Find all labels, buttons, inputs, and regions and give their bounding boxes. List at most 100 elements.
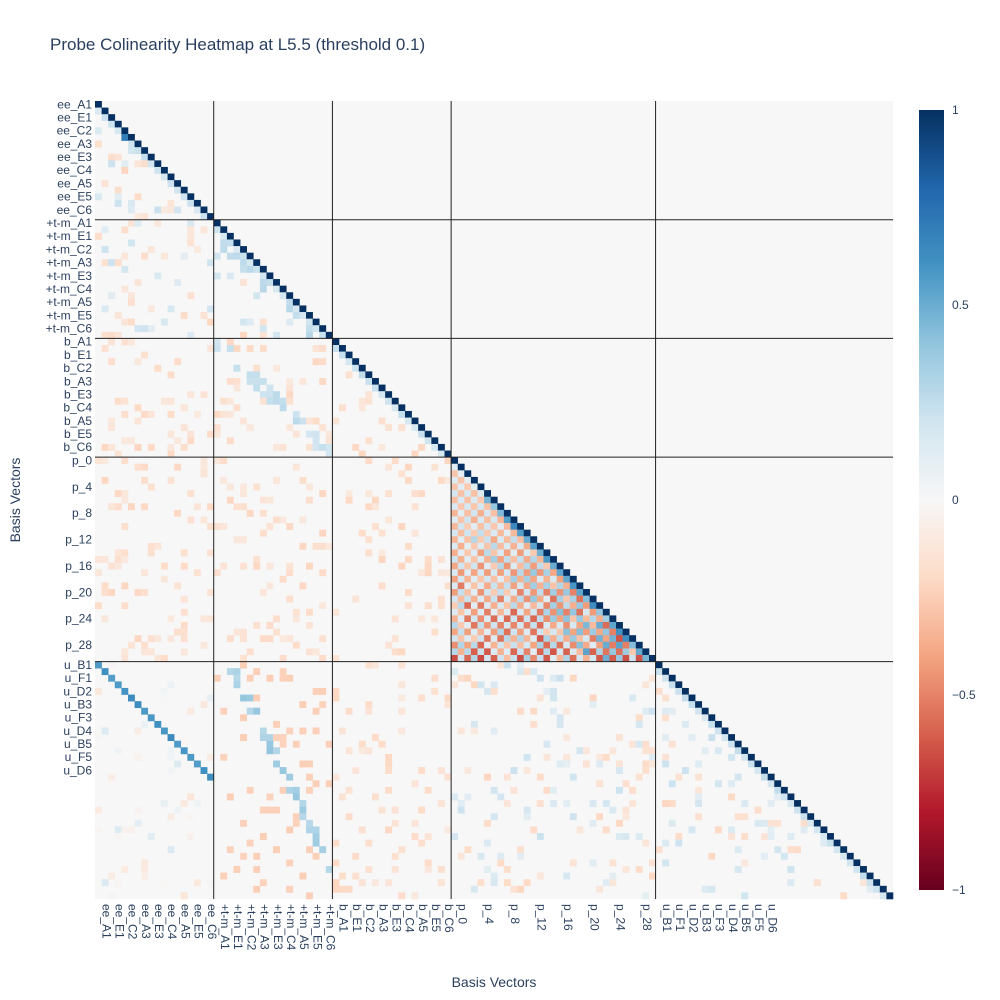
- heatmap-cell: [114, 747, 122, 755]
- heatmap-cell: [114, 397, 122, 405]
- y-tick-label: +t-m_A1: [46, 216, 92, 230]
- heatmap-cell: [371, 734, 379, 742]
- heatmap-cell: [292, 608, 300, 616]
- heatmap-cell: [761, 819, 768, 827]
- heatmap-cell: [510, 595, 518, 603]
- heatmap-cell: [167, 397, 175, 405]
- heatmap-cell: [299, 872, 307, 880]
- heatmap-cell: [840, 852, 848, 860]
- heatmap-cell: [536, 635, 544, 643]
- heatmap-cell: [675, 833, 683, 840]
- heatmap-cell: [286, 424, 294, 432]
- heatmap-cell: [273, 747, 280, 755]
- heatmap-cell: [497, 523, 505, 530]
- heatmap-cell: [635, 648, 643, 656]
- heatmap-cell: [536, 556, 544, 563]
- heatmap-cell: [477, 556, 485, 563]
- heatmap-cell: [470, 885, 478, 893]
- y-tick-label: u_B5: [64, 737, 92, 751]
- heatmap-cell: [648, 872, 656, 880]
- heatmap-cell: [701, 885, 709, 893]
- heatmap-cell: [385, 397, 393, 405]
- heatmap-cell: [273, 720, 280, 728]
- heatmap-cell: [240, 318, 247, 326]
- heatmap-cell: [95, 101, 102, 108]
- heatmap-cell: [543, 786, 551, 794]
- heatmap-cell: [127, 147, 135, 155]
- heatmap-cell: [754, 819, 762, 827]
- heatmap-cell: [339, 793, 346, 801]
- heatmap-cell: [180, 892, 188, 900]
- heatmap-cell: [141, 720, 149, 728]
- heatmap-cell: [457, 562, 465, 570]
- heatmap-cell: [853, 859, 861, 867]
- heatmap-cell: [457, 727, 465, 735]
- y-tick-label: ee_A5: [57, 176, 92, 190]
- heatmap-cell: [470, 490, 478, 498]
- heatmap-cell: [352, 364, 360, 372]
- heatmap-cell: [187, 833, 195, 840]
- heatmap-cell: [121, 523, 129, 530]
- heatmap-cell: [543, 589, 551, 596]
- heatmap-cell: [193, 760, 201, 768]
- heatmap-cell: [292, 305, 300, 313]
- heatmap-cell: [510, 523, 518, 530]
- heatmap-cell: [583, 747, 590, 755]
- heatmap-cell: [510, 516, 518, 524]
- heatmap-cell: [583, 635, 590, 643]
- heatmap-cell: [424, 556, 432, 563]
- heatmap-cell: [477, 608, 485, 616]
- heatmap-cell: [286, 298, 294, 306]
- heatmap-cell: [114, 503, 122, 511]
- heatmap-cell: [259, 589, 267, 596]
- x-tick-label: p_28: [640, 904, 654, 931]
- heatmap-cell: [846, 852, 854, 860]
- heatmap-cell: [484, 595, 492, 603]
- heatmap-cell: [253, 562, 261, 570]
- heatmap-cell: [101, 443, 109, 451]
- heatmap-cell: [668, 780, 676, 788]
- heatmap-cell: [160, 575, 168, 583]
- heatmap-cell: [490, 562, 498, 570]
- heatmap-cell: [484, 773, 492, 781]
- heatmap-cell: [371, 377, 379, 385]
- y-tick-label: +t-m_C2: [46, 242, 93, 256]
- heatmap-cell: [167, 180, 175, 188]
- heatmap-cell: [530, 602, 538, 610]
- heatmap-cell: [220, 239, 228, 247]
- heatmap-cell: [457, 536, 465, 544]
- heatmap-cell: [127, 133, 135, 141]
- heatmap-cell: [648, 859, 656, 867]
- x-tick-label: +t-m_C4: [284, 904, 298, 951]
- heatmap-cell: [437, 476, 445, 484]
- heatmap-cell: [589, 648, 597, 656]
- heatmap-cell: [398, 846, 406, 854]
- heatmap-cell: [714, 727, 722, 735]
- heatmap-cell: [279, 786, 287, 794]
- heatmap-cell: [543, 687, 551, 695]
- x-tick-label: +t-m_A1: [218, 904, 232, 950]
- heatmap-cell: [576, 648, 584, 656]
- heatmap-cell: [332, 879, 340, 887]
- heatmap-cell: [563, 622, 571, 629]
- heatmap-cell: [312, 852, 320, 860]
- heatmap-cell: [827, 833, 834, 840]
- x-tick-label: u_D6: [765, 904, 779, 933]
- heatmap-cell: [134, 358, 142, 366]
- heatmap-cell: [774, 846, 782, 854]
- heatmap-cell: [484, 575, 492, 583]
- heatmap-cell: [550, 622, 557, 629]
- heatmap-cell: [484, 839, 492, 847]
- heatmap-cell: [569, 602, 577, 610]
- heatmap-cell: [141, 463, 149, 471]
- heatmap-cell: [517, 542, 524, 550]
- heatmap-cell: [253, 668, 261, 676]
- heatmap-cell: [279, 285, 287, 293]
- heatmap-cell: [259, 265, 267, 273]
- heatmap-cell: [101, 114, 109, 122]
- heatmap-cell: [484, 490, 492, 498]
- heatmap-cell: [609, 654, 617, 662]
- heatmap-cell: [576, 641, 584, 649]
- heatmap-cell: [820, 826, 828, 834]
- x-tick-label: b_C2: [363, 904, 377, 933]
